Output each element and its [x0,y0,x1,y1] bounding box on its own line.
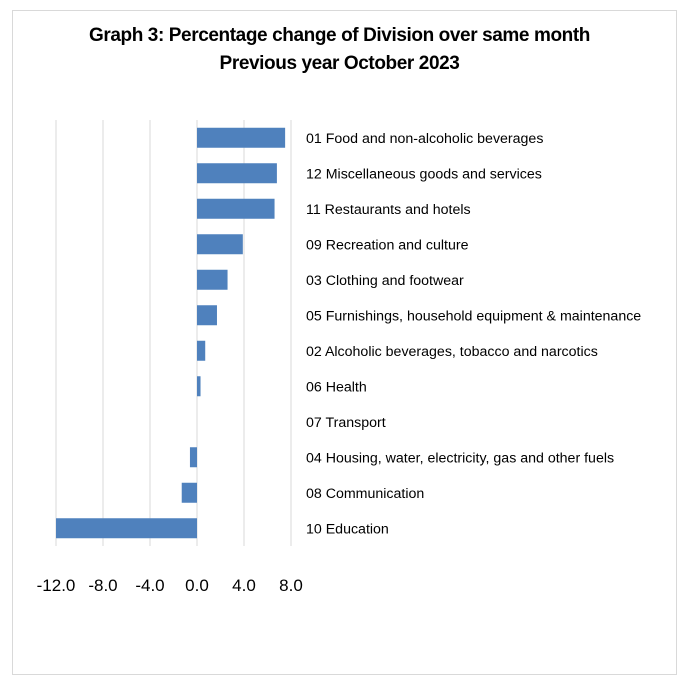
bar [197,163,277,184]
chart-frame [12,10,677,675]
gridlines [55,120,292,546]
bar [197,269,228,290]
bar [189,447,197,468]
bar [197,234,243,255]
category-label: 02 Alcoholic beverages, tobacco and narc… [306,344,598,360]
chart-title-block: Graph 3: Percentage change of Division o… [0,22,679,78]
x-tick-label: 0.0 [185,576,209,595]
x-tick-label: 8.0 [279,576,303,595]
bar [181,482,197,503]
category-label: 07 Transport [306,415,386,431]
chart-title: Graph 3: Percentage change of Division o… [88,25,591,46]
x-axis-tick-labels: -12.0 -8.0 -4.0 0.0 4.0 8.0 [37,576,303,595]
x-tick-label: 4.0 [232,576,256,595]
chart-subtitle: Previous year October 2023 [219,53,460,74]
bar [56,518,197,539]
category-label: 06 Health [306,379,367,395]
x-tick-label: -8.0 [88,576,117,595]
category-label: 09 Recreation and culture [306,237,469,253]
bar [197,198,275,219]
bar [197,127,286,148]
bars [56,127,286,539]
x-tick-label: -4.0 [135,576,164,595]
bar [197,340,206,361]
category-label: 10 Education [306,521,389,537]
category-label: 08 Communication [306,486,424,502]
category-labels: 01 Food and non-alcoholic beverages 12 Mi… [306,131,641,538]
category-label: 04 Housing, water, electricity, gas and … [306,450,614,466]
bar [197,305,217,326]
category-label: 01 Food and non-alcoholic beverages [306,131,543,147]
category-label: 03 Clothing and footwear [306,273,464,289]
category-label: 05 Furnishings, household equipment & ma… [306,308,641,324]
category-label: 12 Miscellaneous goods and services [306,166,542,182]
x-tick-label: -12.0 [37,576,76,595]
bar [197,376,201,397]
category-label: 11 Restaurants and hotels [306,202,471,218]
